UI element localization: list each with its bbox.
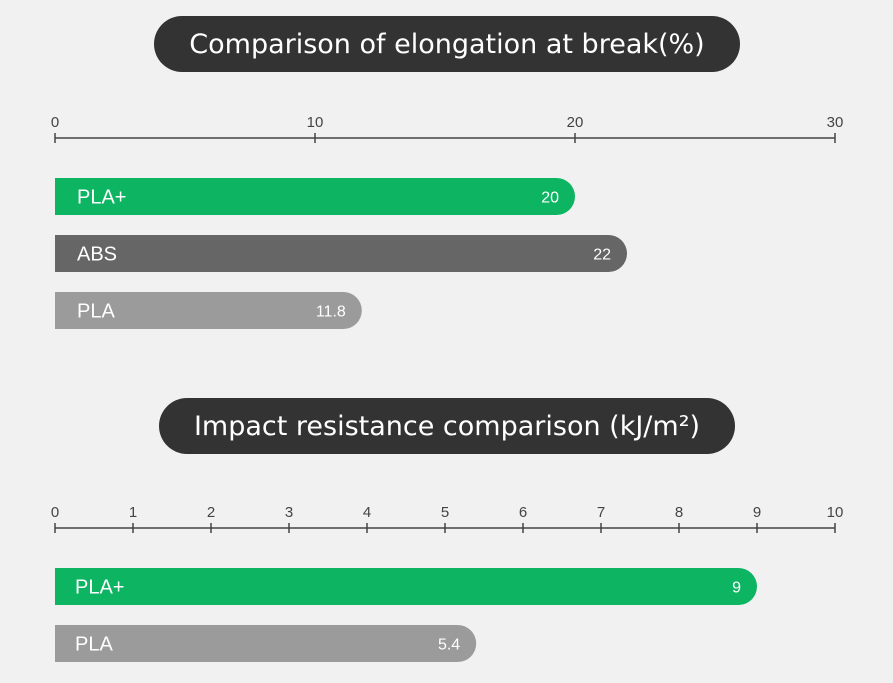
bar-value-label: 22 (593, 247, 611, 264)
bar-value-label: 11.8 (316, 304, 346, 321)
bar-category-label: PLA+ (77, 187, 126, 209)
x-tick-label: 8 (675, 504, 683, 521)
bar-category-label: PLA (77, 301, 115, 323)
bar-value-label: 5.4 (438, 637, 460, 654)
x-tick-label: 4 (363, 504, 371, 521)
chart-title-elongation: Comparison of elongation at break(%) (154, 16, 740, 72)
x-tick-label: 3 (285, 504, 293, 521)
x-tick-label: 0 (51, 114, 59, 131)
x-tick-label: 7 (597, 504, 605, 521)
bar-value-label: 9 (732, 580, 741, 597)
x-tick-label: 6 (519, 504, 527, 521)
bar-pla (55, 178, 575, 215)
x-tick-label: 5 (441, 504, 449, 521)
chart-title-impact: Impact resistance comparison (kJ/m²) (159, 398, 735, 454)
x-tick-label: 10 (307, 114, 324, 131)
x-tick-label: 10 (827, 504, 844, 521)
x-tick-label: 1 (129, 504, 137, 521)
bar-category-label: PLA+ (75, 577, 124, 599)
bar-category-label: ABS (77, 244, 117, 266)
bar-pla (55, 568, 757, 605)
bar-pla (55, 292, 362, 329)
x-tick-label: 30 (827, 114, 844, 131)
x-tick-label: 2 (207, 504, 215, 521)
x-tick-label: 20 (567, 114, 584, 131)
x-tick-label: 0 (51, 504, 59, 521)
x-tick-label: 9 (753, 504, 761, 521)
bar-abs (55, 235, 627, 272)
bar-pla (55, 625, 477, 662)
bar-value-label: 20 (541, 190, 559, 207)
elongation-bar-chart: 0 10 20 30 PLA+ 20 ABS 22 PLA 11.8 (51, 114, 844, 329)
bar-category-label: PLA (75, 634, 113, 656)
